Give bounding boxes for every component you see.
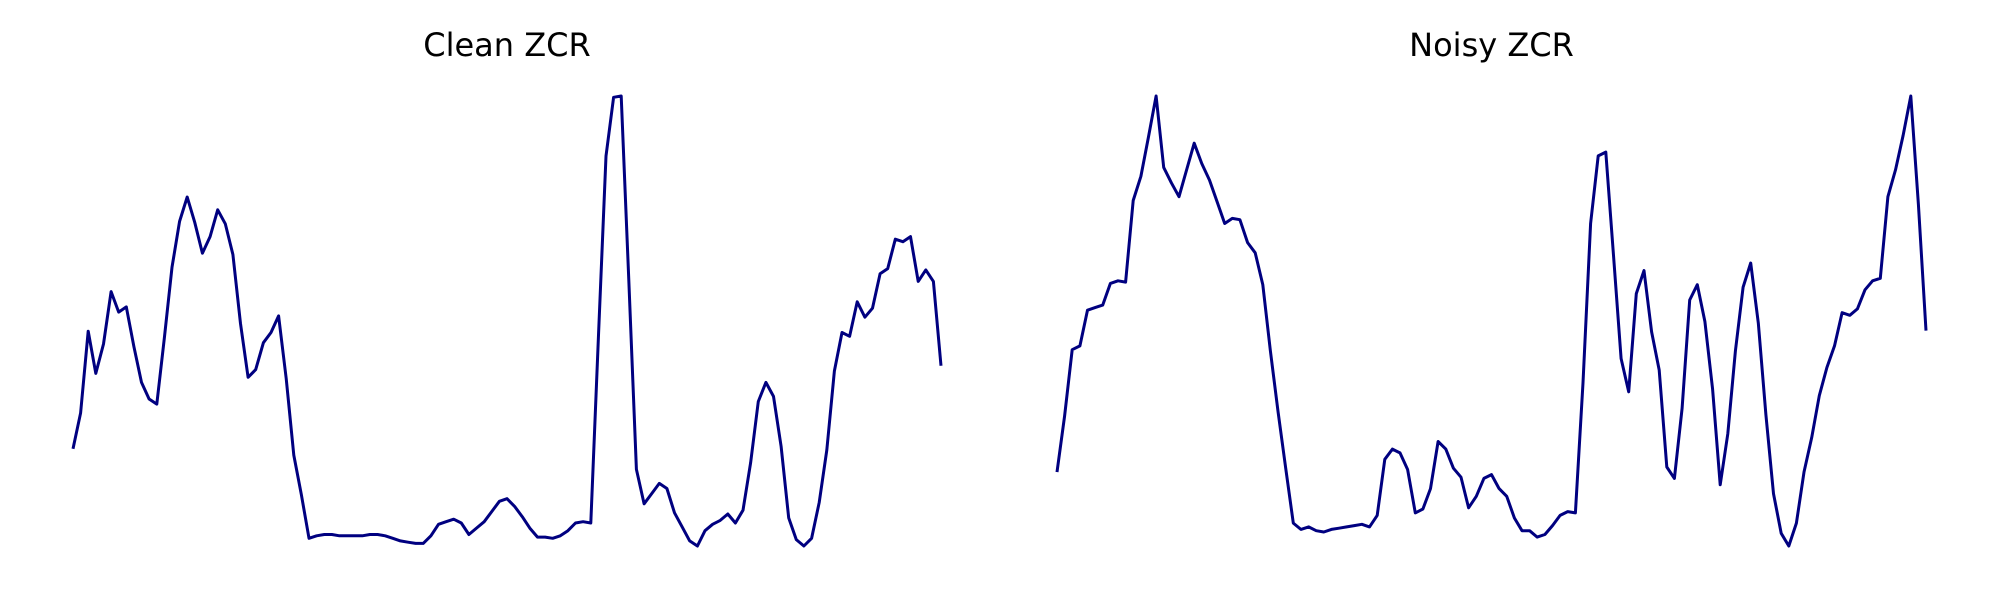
chart-title: Noisy ZCR	[1409, 26, 1574, 64]
chart-title: Clean ZCR	[423, 26, 590, 64]
data-line	[71, 94, 943, 548]
data-line	[1055, 94, 1928, 548]
